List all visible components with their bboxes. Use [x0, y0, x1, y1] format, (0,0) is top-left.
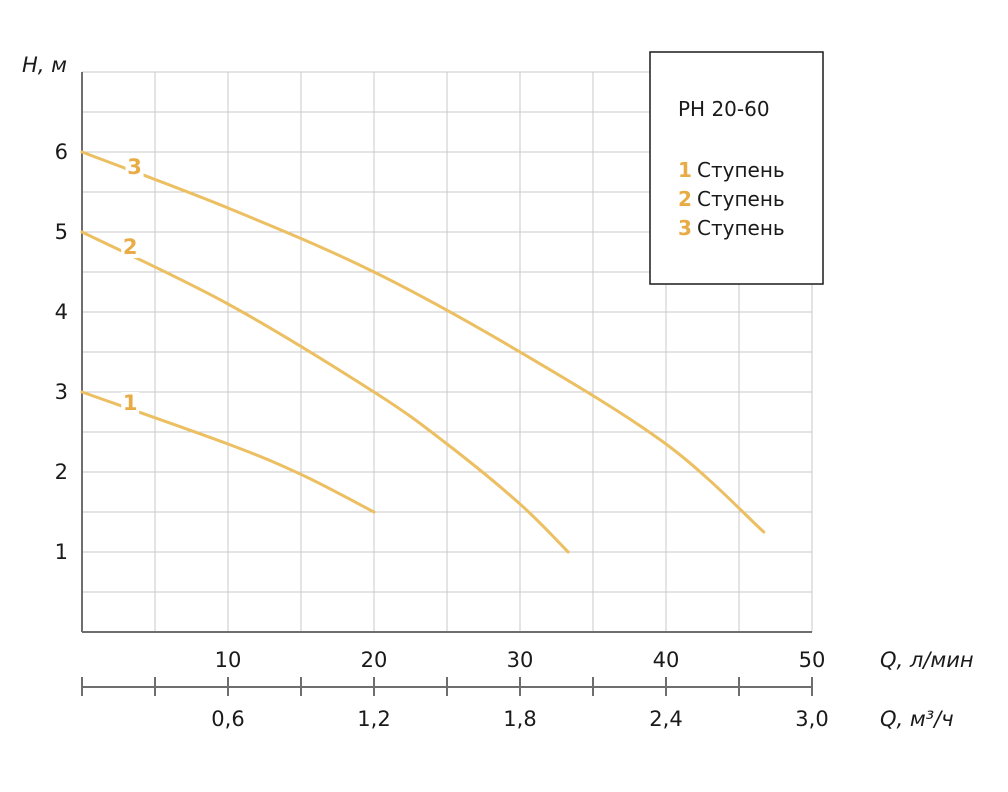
legend-box: [649, 51, 824, 285]
x2-tick-label: 1,2: [357, 707, 390, 731]
x-axis-title: Q, л/мин: [880, 648, 974, 672]
legend-item-label: Ступень: [697, 216, 785, 240]
curve-label-bg: [125, 156, 144, 178]
curve-label-bg: [121, 236, 140, 258]
x2-tick-label: 2,4: [649, 707, 682, 731]
legend-title: PH 20-60: [678, 97, 770, 121]
x-tick-label: 30: [507, 648, 534, 672]
curve-label-bg: [121, 392, 140, 414]
legend-item-number: 1: [678, 158, 692, 182]
curve-stage-2: [80, 230, 570, 554]
x2-axis-title: Q, м³/ч: [880, 707, 954, 731]
x-tick-label: 40: [653, 648, 680, 672]
x2-tick-label: 3,0: [795, 707, 828, 731]
y-tick-label: 4: [55, 300, 68, 324]
curves: 1 2 3: [80, 150, 766, 554]
legend-item-number: 3: [678, 216, 692, 240]
y-tick-label: 6: [55, 140, 68, 164]
legend-item-number: 2: [678, 187, 692, 211]
y-tick-label: 5: [55, 220, 68, 244]
y-tick-label: 1: [55, 540, 68, 564]
x-tick-label: 20: [361, 648, 388, 672]
legend-item-label: Ступень: [697, 158, 785, 182]
x-tick-label: 10: [215, 648, 242, 672]
tick-labels: 1 2 3 4 5 6 10 20 30 40 50 0,6 1,2 1,8 2,4 3,0: [55, 140, 829, 731]
curve-label-3: 3: [127, 155, 142, 179]
x2-tick-label: 0,6: [211, 707, 244, 731]
curve-label-1: 1: [123, 391, 138, 415]
x2-tick-label: 1,8: [503, 707, 536, 731]
y-axis-title: H, м: [22, 53, 67, 77]
curve-label-2: 2: [123, 235, 138, 259]
y-tick-label: 2: [55, 460, 68, 484]
curve-stage-3: [80, 150, 766, 534]
legend-item-label: Ступень: [697, 187, 785, 211]
x-tick-label: 50: [799, 648, 826, 672]
y-tick-label: 3: [55, 380, 68, 404]
